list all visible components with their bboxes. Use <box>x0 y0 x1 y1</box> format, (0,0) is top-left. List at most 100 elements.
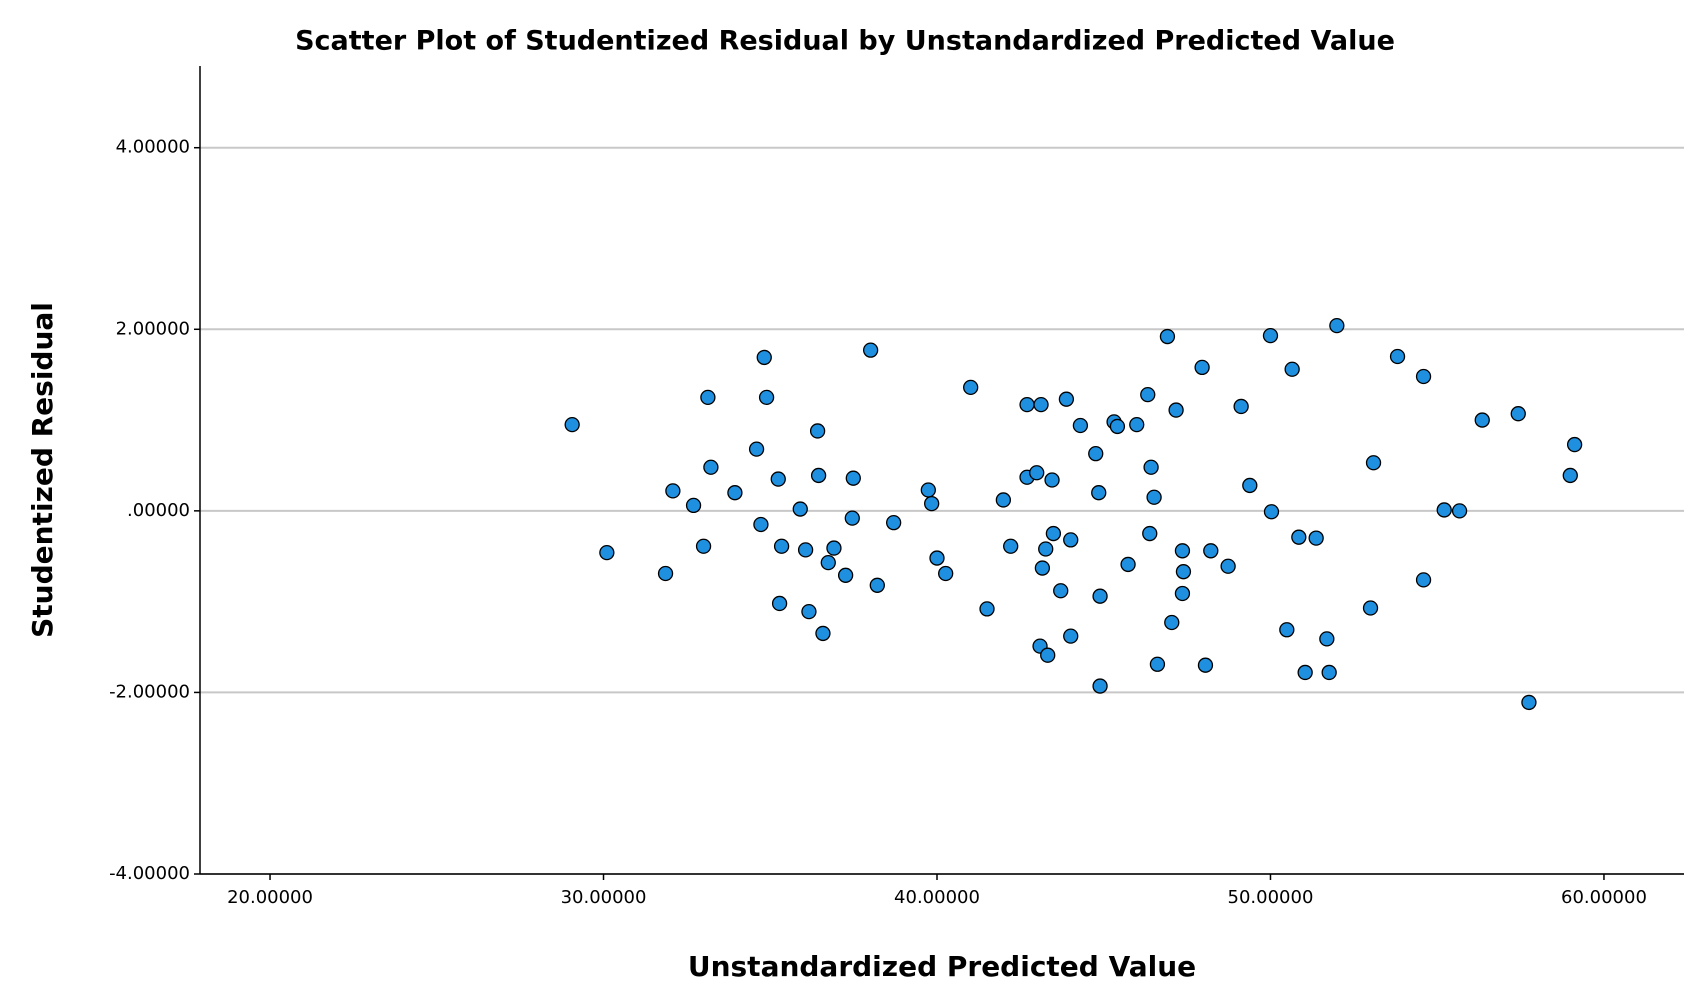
point <box>869 577 885 593</box>
point <box>758 389 775 406</box>
point <box>995 492 1012 508</box>
point <box>1389 348 1406 365</box>
point <box>1297 664 1313 681</box>
point <box>1159 328 1176 345</box>
point <box>1129 416 1145 433</box>
point <box>920 482 936 498</box>
point <box>1436 502 1452 518</box>
point <box>1197 657 1214 673</box>
point <box>1091 485 1107 501</box>
point <box>1034 560 1051 576</box>
point <box>1045 525 1062 542</box>
point <box>1142 525 1158 542</box>
point <box>844 510 860 526</box>
point <box>770 471 786 487</box>
point <box>657 565 674 582</box>
point <box>1321 664 1337 681</box>
point <box>1415 572 1432 588</box>
y-tick-label: -2.00000 <box>109 681 190 702</box>
point <box>826 540 842 556</box>
point <box>599 544 615 561</box>
point <box>727 485 743 501</box>
point <box>1194 359 1210 376</box>
point <box>748 441 765 457</box>
point <box>1174 585 1191 602</box>
point <box>845 470 861 486</box>
point <box>810 467 827 484</box>
point <box>1072 417 1089 434</box>
point <box>885 515 902 531</box>
point <box>1566 436 1583 453</box>
point <box>1088 446 1104 462</box>
point <box>963 379 979 396</box>
point <box>1474 412 1490 428</box>
point <box>1033 396 1049 413</box>
point <box>1233 398 1249 415</box>
point <box>1242 477 1258 494</box>
point <box>771 595 788 612</box>
point <box>1362 600 1379 616</box>
point <box>1164 614 1180 631</box>
point <box>938 565 954 582</box>
point <box>1174 543 1191 559</box>
point <box>1284 361 1300 377</box>
point <box>1092 588 1108 604</box>
y-tick-label: 2.00000 <box>116 318 190 339</box>
chart-title: Scatter Plot of Studentized Residual by … <box>295 26 1395 57</box>
y-tick-label: .00000 <box>127 500 190 521</box>
point <box>1415 368 1432 385</box>
point <box>1279 622 1295 638</box>
point <box>1063 532 1079 548</box>
x-tick-label: 40.00000 <box>894 887 980 908</box>
point <box>564 416 580 433</box>
y-tick-label: -4.00000 <box>109 863 190 884</box>
y-axis-label: Studentized Residual <box>26 302 59 638</box>
x-axis-label: Unstandardized Predicted Value <box>688 950 1196 983</box>
point <box>1203 543 1219 559</box>
point <box>1140 386 1156 403</box>
point <box>1510 406 1526 422</box>
point <box>1521 694 1537 711</box>
point <box>809 423 826 439</box>
x-tick-label: 50.00000 <box>1228 887 1314 908</box>
point <box>1308 530 1324 546</box>
point <box>1175 564 1192 580</box>
point <box>1058 391 1075 407</box>
point <box>929 550 945 566</box>
point <box>1365 455 1382 471</box>
x-tick-label: 20.00000 <box>227 887 313 908</box>
point <box>695 538 712 554</box>
point <box>773 538 790 554</box>
point <box>756 349 772 366</box>
x-tick-label: 60.00000 <box>1561 887 1647 908</box>
point <box>685 497 702 514</box>
point <box>700 389 716 406</box>
point <box>1063 628 1079 644</box>
point <box>1451 503 1468 519</box>
point <box>797 542 814 558</box>
point <box>862 342 879 358</box>
point <box>979 601 995 617</box>
point <box>1146 489 1162 505</box>
point <box>1168 402 1184 418</box>
point <box>924 495 940 512</box>
point <box>703 459 719 475</box>
point <box>1562 467 1578 484</box>
point <box>1291 529 1307 545</box>
point <box>1040 647 1056 663</box>
point <box>1262 327 1279 344</box>
point <box>1019 396 1035 413</box>
point <box>820 554 836 571</box>
point <box>1263 504 1280 520</box>
point <box>792 501 808 517</box>
point <box>1053 583 1069 599</box>
point <box>1029 465 1045 481</box>
point <box>1149 656 1166 672</box>
point <box>1038 541 1054 557</box>
point <box>1329 317 1345 334</box>
point <box>753 516 769 533</box>
point <box>665 483 681 499</box>
point <box>801 603 817 620</box>
point <box>1109 418 1126 435</box>
